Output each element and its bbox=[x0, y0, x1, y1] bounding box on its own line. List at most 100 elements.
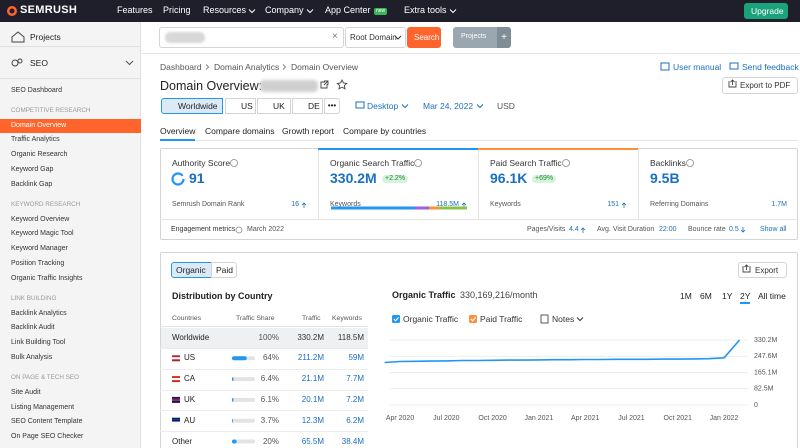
device[interactable]: Desktop bbox=[367, 100, 399, 111]
sidebar-item[interactable]: Traffic Analytics bbox=[11, 136, 60, 144]
sidebar-item[interactable]: Bulk Analysis bbox=[11, 353, 53, 361]
traffic[interactable]: 65.5M bbox=[301, 436, 324, 446]
sidebar-group-title: ON PAGE & TECH SEO bbox=[11, 374, 79, 382]
projects-label: Projects bbox=[461, 33, 487, 40]
breadcrumb-item[interactable]: Dashboard bbox=[160, 61, 202, 72]
search-input[interactable] bbox=[159, 27, 344, 48]
metric-value: 96.1K bbox=[490, 170, 528, 187]
keywords[interactable]: 7.7M bbox=[346, 374, 364, 384]
sidebar-projects[interactable]: Projects bbox=[30, 31, 61, 42]
tab[interactable]: Compare by countries bbox=[343, 125, 427, 136]
sidebar-item[interactable]: Keyword Gap bbox=[11, 165, 54, 173]
add-project[interactable]: + bbox=[497, 27, 511, 48]
nav-item[interactable]: App Center bbox=[325, 5, 371, 16]
show-all[interactable]: Show all bbox=[760, 225, 787, 233]
metric-badge: +2.2% bbox=[382, 174, 409, 184]
keywords[interactable]: 6.2M bbox=[346, 415, 364, 425]
sidebar-item[interactable]: Position Tracking bbox=[11, 259, 65, 267]
sidebar-item[interactable]: Organic Traffic Insights bbox=[11, 274, 83, 282]
notes[interactable]: Notes bbox=[552, 313, 575, 324]
sidebar-item[interactable]: Listing Management bbox=[11, 403, 75, 411]
sidebar-item[interactable]: Backlink Analytics bbox=[11, 309, 67, 317]
divider bbox=[141, 53, 800, 54]
legend-label[interactable]: Paid Traffic bbox=[480, 313, 523, 324]
sidebar-seo[interactable]: SEO bbox=[30, 57, 48, 68]
tab[interactable]: Compare domains bbox=[205, 125, 275, 136]
period-button[interactable]: 6M bbox=[700, 290, 712, 301]
more-button[interactable]: ••• bbox=[324, 98, 340, 114]
breadcrumb-item[interactable]: Domain Analytics bbox=[214, 61, 280, 72]
database-button[interactable] bbox=[292, 98, 323, 114]
sidebar-item[interactable]: Organic Research bbox=[11, 151, 68, 159]
row-border bbox=[160, 431, 368, 433]
sidebar-item[interactable]: Keyword Overview bbox=[11, 215, 70, 223]
link[interactable]: User manual bbox=[673, 61, 722, 72]
dist-title: Distribution by Country bbox=[172, 291, 273, 301]
sidebar-item[interactable]: SEO Dashboard bbox=[11, 86, 62, 94]
sidebar-item[interactable]: Keyword Magic Tool bbox=[11, 230, 74, 238]
country: UK bbox=[184, 394, 196, 404]
date[interactable]: Mar 24, 2022 bbox=[423, 100, 474, 111]
tab[interactable]: Overview bbox=[160, 125, 196, 136]
keywords[interactable]: 7.2M bbox=[346, 394, 364, 404]
database-label: Worldwide bbox=[178, 100, 218, 111]
traffic[interactable]: 20.1M bbox=[301, 394, 324, 404]
keywords[interactable]: 38.4M bbox=[341, 436, 364, 446]
sidebar-item[interactable]: Backlink Gap bbox=[11, 180, 53, 188]
traffic[interactable]: 21.1M bbox=[301, 374, 324, 384]
period-button[interactable]: 2Y bbox=[740, 290, 751, 301]
traffic[interactable]: 211.2M bbox=[297, 353, 324, 363]
clear-icon[interactable]: × bbox=[332, 31, 338, 42]
engagement-metric: 4.4 bbox=[569, 225, 579, 233]
share-label: 100% bbox=[258, 332, 279, 342]
nav-item[interactable]: Pricing bbox=[163, 5, 191, 16]
breadcrumb-item: Domain Overview bbox=[291, 61, 359, 72]
top-bar bbox=[0, 0, 800, 22]
sidebar-item[interactable]: On Page SEO Checker bbox=[11, 433, 84, 441]
metric-sub-value[interactable]: 1.7M bbox=[771, 200, 787, 208]
chart-title: Organic Traffic bbox=[392, 290, 456, 301]
mode-select[interactable] bbox=[345, 27, 406, 48]
sidebar-item[interactable]: SEO Content Template bbox=[11, 418, 83, 426]
tab-border bbox=[160, 140, 798, 141]
database-button[interactable] bbox=[161, 98, 223, 114]
sidebar-item[interactable]: Domain Overview bbox=[11, 121, 67, 129]
card-divider bbox=[478, 148, 479, 219]
upgrade-button[interactable] bbox=[744, 3, 788, 19]
sidebar-item[interactable]: Keyword Manager bbox=[11, 245, 68, 253]
nav-item[interactable]: Features bbox=[117, 5, 153, 16]
link[interactable]: Send feedback bbox=[742, 61, 799, 72]
new-badge: new bbox=[374, 7, 388, 15]
search-button[interactable] bbox=[407, 27, 441, 48]
tab[interactable]: Growth report bbox=[282, 125, 334, 136]
search-label: Search bbox=[414, 33, 440, 42]
period-button[interactable]: 1Y bbox=[722, 290, 733, 301]
period-button[interactable]: 1M bbox=[680, 290, 692, 301]
nav-item[interactable]: Extra tools bbox=[404, 5, 447, 16]
metric-sub-value[interactable]: 151 bbox=[607, 200, 619, 208]
metric-value: 9.5B bbox=[650, 170, 680, 187]
export-pdf-button[interactable] bbox=[722, 77, 798, 94]
keywords[interactable]: 59M bbox=[348, 353, 364, 363]
legend-label[interactable]: Organic Traffic bbox=[403, 313, 459, 324]
sidebar-item[interactable]: Link Building Tool bbox=[11, 339, 66, 347]
engagement-metric: 0.5 bbox=[729, 225, 739, 233]
projects-button[interactable] bbox=[453, 27, 498, 48]
metric-sub-value[interactable]: 118.5M bbox=[436, 200, 459, 208]
toggle-button[interactable] bbox=[211, 262, 237, 278]
metric-badge: +69% bbox=[532, 174, 557, 184]
sidebar-group-title: KEYWORD RESEARCH bbox=[11, 201, 81, 209]
traffic[interactable]: 12.3M bbox=[301, 415, 324, 425]
database-button[interactable] bbox=[225, 98, 256, 114]
country: US bbox=[184, 353, 196, 363]
sidebar-item[interactable]: Backlink Audit bbox=[11, 324, 55, 332]
engagement-metric-label: Avg. Visit Duration bbox=[597, 225, 655, 233]
sidebar-item[interactable]: Site Audit bbox=[11, 388, 41, 396]
nav-item[interactable]: Company bbox=[265, 5, 304, 16]
period-button[interactable]: All time bbox=[758, 290, 786, 301]
metric-title: Paid Search Traffic bbox=[490, 157, 562, 168]
card-accent bbox=[478, 148, 638, 150]
nav-item[interactable]: Resources bbox=[203, 5, 247, 16]
metric-sub-value[interactable]: 16 bbox=[291, 200, 299, 208]
database-button[interactable] bbox=[257, 98, 291, 114]
